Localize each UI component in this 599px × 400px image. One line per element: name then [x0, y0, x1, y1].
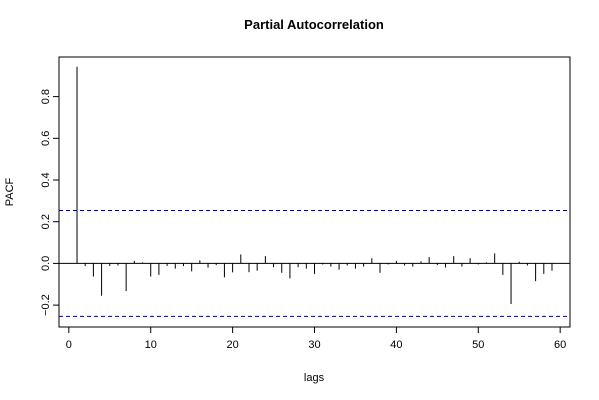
y-tick-label: 0.6	[40, 131, 52, 146]
y-tick-label: −0.2	[40, 294, 52, 316]
x-tick-label: 40	[390, 339, 402, 351]
y-tick-label: 0.0	[40, 256, 52, 271]
x-tick-label: 0	[66, 339, 72, 351]
y-tick-label: 0.2	[40, 214, 52, 229]
chart-title: Partial Autocorrelation	[244, 17, 384, 32]
x-tick-label: 10	[145, 339, 157, 351]
y-axis-label: PACF	[4, 177, 16, 206]
x-tick-label: 20	[226, 339, 238, 351]
x-tick-label: 50	[472, 339, 484, 351]
confidence-bounds	[59, 209, 570, 317]
x-axis-label: lags	[304, 372, 325, 384]
y-tick-label: 0.8	[40, 89, 52, 104]
x-tick-label: 30	[308, 339, 320, 351]
pacf-bars	[76, 66, 553, 305]
x-axis: 0 10 20 30 40 50 60	[66, 326, 566, 351]
y-axis: −0.2 0.0 0.2 0.4 0.6 0.8	[40, 89, 60, 316]
x-tick-label: 60	[554, 339, 566, 351]
y-tick-label: 0.4	[40, 172, 52, 187]
plot-frame	[58, 56, 571, 328]
